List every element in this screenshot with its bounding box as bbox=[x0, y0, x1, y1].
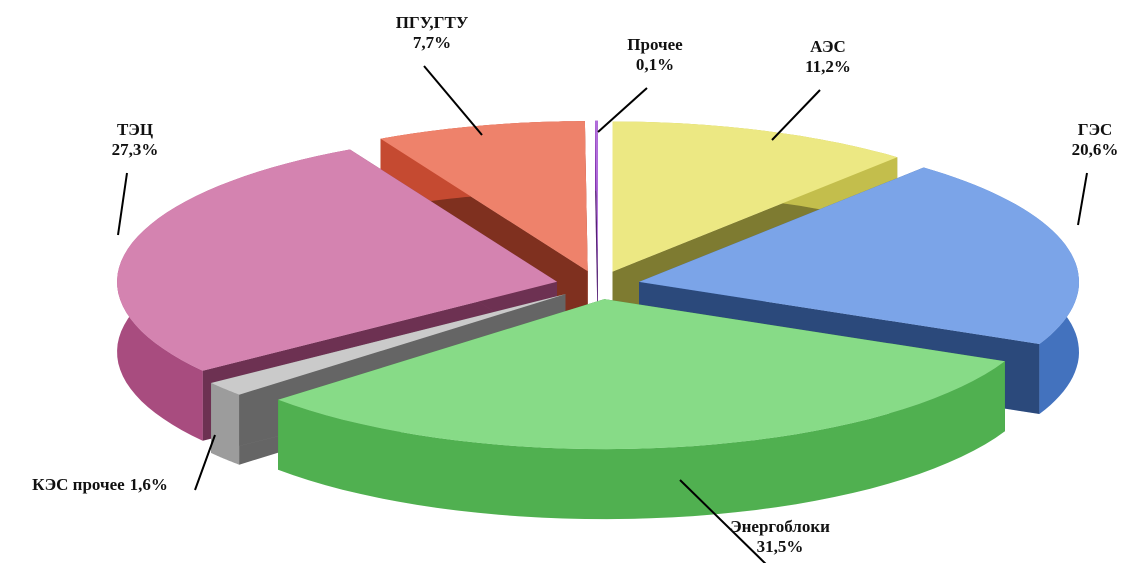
slice-highlight bbox=[117, 149, 557, 371]
slice bbox=[639, 167, 1079, 344]
value-label: 31,5% bbox=[757, 537, 804, 556]
category-label: КЭС прочее bbox=[32, 475, 125, 494]
leader-line bbox=[423, 65, 483, 136]
slice-side-shade bbox=[211, 383, 240, 465]
category-label: Энергоблоки bbox=[730, 517, 830, 536]
data-label: АЭС 11,2% bbox=[805, 37, 851, 76]
leader-line bbox=[597, 87, 648, 133]
leader-line bbox=[771, 89, 821, 141]
value-label: 7,7% bbox=[413, 33, 451, 52]
slice bbox=[612, 121, 898, 272]
slice-side bbox=[278, 361, 1005, 520]
value-label: 1,6% bbox=[130, 475, 168, 494]
value-label: 11,2% bbox=[805, 57, 851, 76]
category-label: ПГУ,ГТУ bbox=[396, 13, 469, 32]
leader-line bbox=[679, 479, 772, 568]
slice-side-shade bbox=[278, 361, 1005, 520]
slice-highlight bbox=[595, 120, 598, 271]
value-label: 27,3% bbox=[112, 140, 159, 159]
slice bbox=[595, 120, 598, 271]
slice-highlight bbox=[211, 294, 566, 395]
slice bbox=[380, 121, 588, 272]
slice bbox=[117, 149, 557, 371]
slice-highlight bbox=[639, 167, 1079, 344]
leader-line bbox=[1077, 172, 1088, 226]
category-label: ГЭС bbox=[1078, 120, 1113, 139]
data-label: Энергоблоки 31,5% bbox=[730, 517, 830, 556]
value-label: 0,1% bbox=[636, 55, 674, 74]
value-label: 20,6% bbox=[1072, 140, 1119, 159]
slice bbox=[211, 294, 566, 395]
slice-highlight bbox=[612, 121, 898, 272]
leader-line bbox=[117, 172, 128, 236]
data-label: ТЭЦ 27,3% bbox=[112, 120, 159, 159]
category-label: АЭС bbox=[810, 37, 846, 56]
slice-highlight bbox=[380, 121, 588, 272]
slice-group bbox=[595, 120, 598, 341]
data-label: Прочее 0,1% bbox=[627, 35, 683, 74]
slice bbox=[278, 299, 1005, 450]
category-label: ТЭЦ bbox=[117, 120, 153, 139]
category-label: Прочее bbox=[627, 35, 683, 54]
data-label: ГЭС 20,6% bbox=[1072, 120, 1119, 159]
slice-group bbox=[278, 299, 1005, 520]
data-label: КЭС прочее 1,6% bbox=[32, 475, 168, 494]
data-label: ПГУ,ГТУ 7,7% bbox=[396, 13, 469, 52]
leader-line bbox=[194, 434, 216, 491]
slice-highlight bbox=[278, 299, 1005, 450]
slice-side bbox=[211, 383, 240, 465]
